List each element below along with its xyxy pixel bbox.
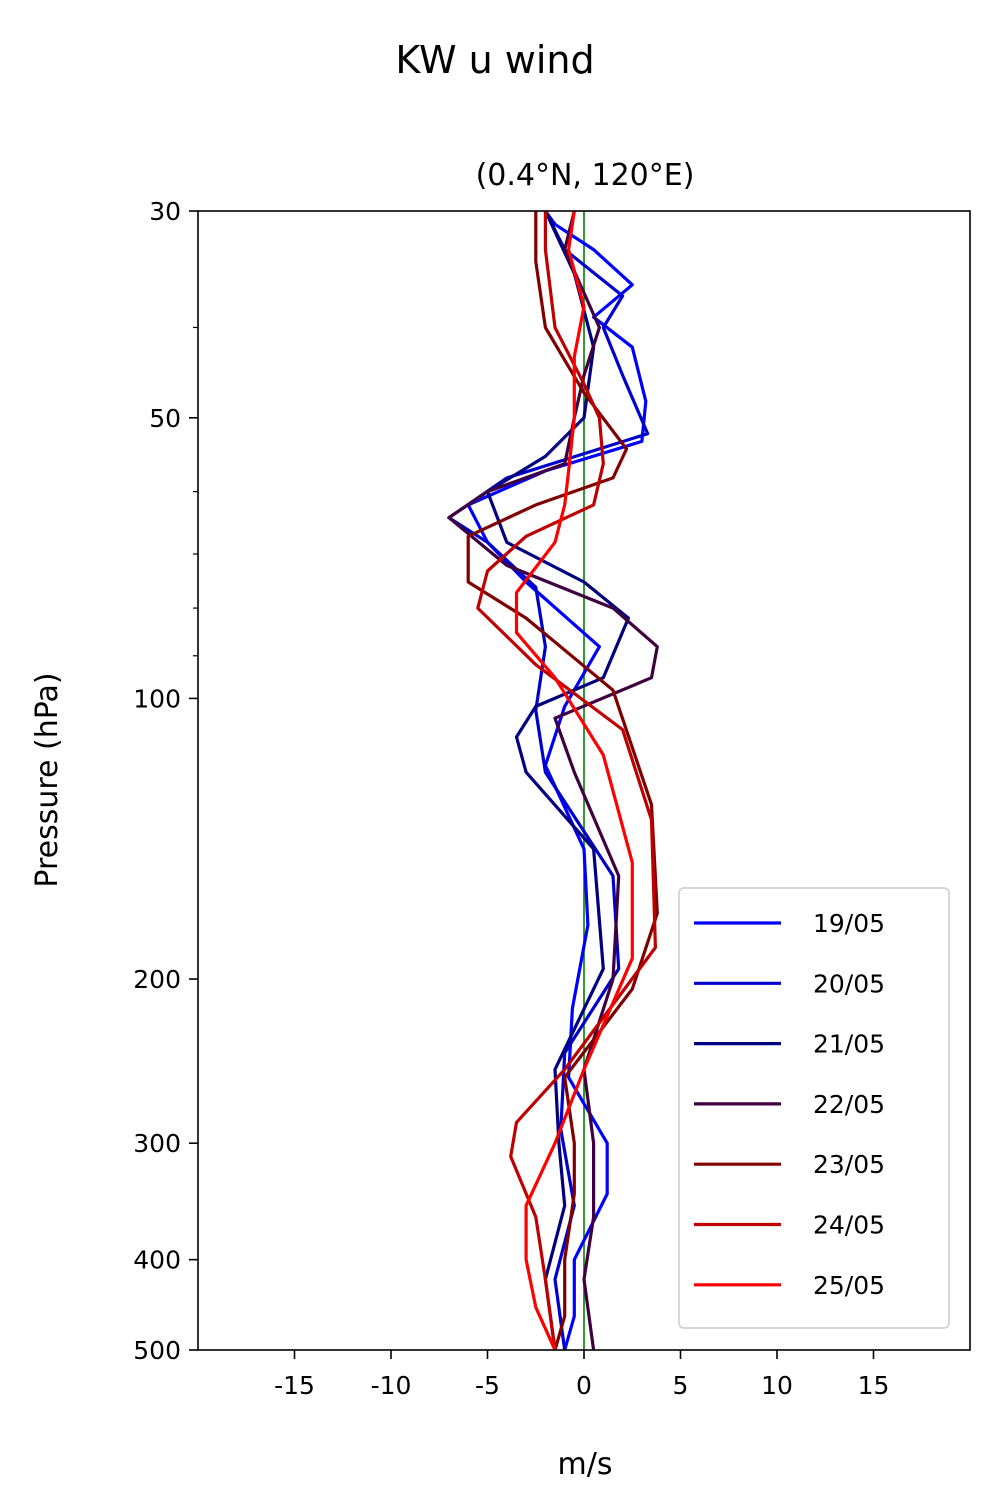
legend-label: 20/05 [813,969,885,998]
y-tick-label: 100 [133,684,181,713]
y-axis-label: Pressure (hPa) [30,672,65,887]
legend: 19/05 20/05 21/05 22/05 23/05 24/05 25/05 [678,887,950,1329]
x-tick-label: 10 [761,1371,793,1400]
legend-label: 21/05 [813,1030,885,1059]
legend-label: 24/05 [813,1211,885,1240]
x-tick-label: 5 [673,1371,689,1400]
series-line-20-05 [447,210,650,1351]
y-tick-label: 30 [149,197,181,226]
x-tick-label: -15 [274,1371,315,1400]
series-line-25-05 [514,210,634,1351]
chart-subtitle: (0.4°N, 120°E) [476,158,695,193]
series-line-19-05 [466,210,648,1351]
series-layer [447,210,659,1351]
y-tick-label: 400 [133,1246,181,1275]
y-tick-label: 200 [133,965,181,994]
series-line-24-05 [476,211,657,1351]
legend-label: 23/05 [813,1150,885,1179]
x-tick-label: -5 [475,1371,500,1400]
legend-label: 19/05 [813,909,885,938]
chart-title: KW u wind [395,38,594,82]
legend-box [678,887,950,1329]
x-axis-label: m/s [558,1447,613,1482]
legend-label: 22/05 [813,1090,885,1119]
y-tick-label: 300 [133,1129,181,1158]
plot-frame [197,210,971,1351]
y-tick-label: 50 [149,404,181,433]
y-tick-label: 500 [133,1336,181,1365]
legend-label: 25/05 [813,1271,885,1300]
ticks-layer: -15 -10 -5 0 5 10 15 30 50 100 200 300 400 500 [133,197,889,1400]
x-tick-label: 0 [576,1371,592,1400]
x-tick-label: -10 [371,1371,412,1400]
x-tick-label: 15 [858,1371,890,1400]
